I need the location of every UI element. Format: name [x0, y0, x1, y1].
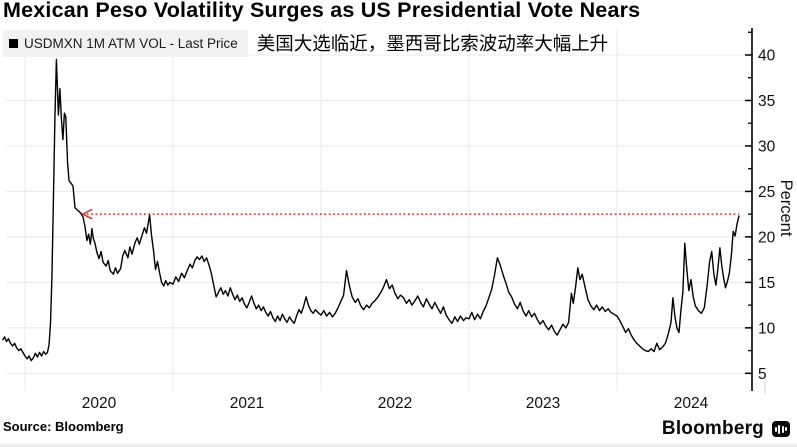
bloomberg-bars-icon [772, 421, 790, 437]
x-tick-label: 2020 [82, 395, 117, 412]
y-tick-label: 30 [758, 138, 776, 155]
x-tick-label: 2021 [230, 395, 264, 412]
y-tick-label: 40 [758, 48, 776, 65]
reference-arrow-icon [81, 208, 93, 220]
legend-row: USDMXN 1M ATM VOL - Last Price 美国大选临近，墨西… [3, 30, 608, 57]
y-tick-label: 15 [758, 275, 775, 292]
chart-title: Mexican Peso Volatility Surges as US Pre… [3, 0, 641, 22]
y-tick-label: 25 [758, 184, 775, 201]
x-tick-label: 2023 [526, 395, 560, 412]
y-tick-label: 5 [758, 366, 767, 383]
series-swatch-icon [9, 39, 18, 48]
annotation-chinese: 美国大选临近，墨西哥比索波动率大幅上升 [256, 33, 609, 54]
x-tick-label: 2022 [378, 395, 412, 412]
y-axis-title: Percent [777, 180, 795, 237]
legend: USDMXN 1M ATM VOL - Last Price [3, 30, 248, 57]
bloomberg-wordmark: Bloomberg [661, 418, 764, 439]
bottom-divider [0, 444, 797, 447]
y-tick-label: 20 [758, 229, 776, 246]
legend-label: USDMXN 1M ATM VOL - Last Price [24, 36, 238, 51]
bloomberg-logo: Bloomberg [662, 418, 790, 440]
y-tick-label: 10 [758, 320, 776, 337]
source-credit: Source: Bloomberg [3, 419, 124, 434]
price-series-line [2, 58, 740, 362]
x-tick-label: 2024 [674, 395, 709, 412]
y-tick-label: 35 [758, 93, 775, 110]
